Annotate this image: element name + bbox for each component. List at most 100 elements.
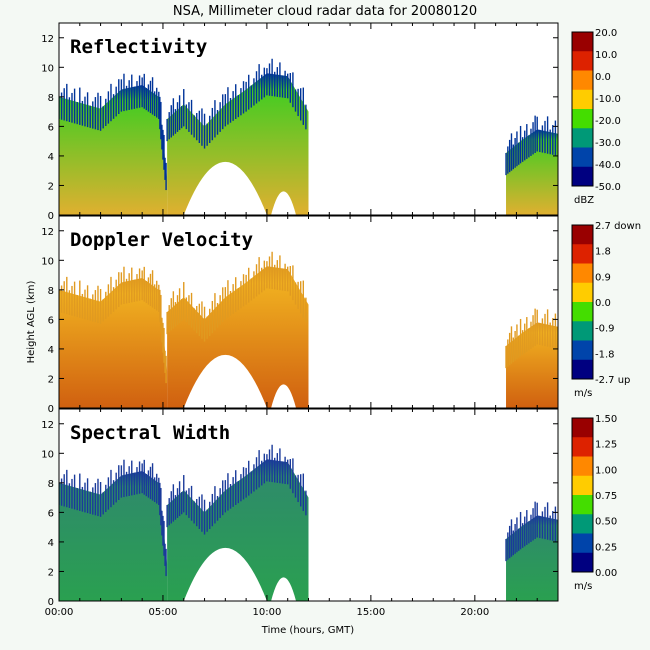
colorbar-tick-label: -2.7 up — [595, 375, 630, 386]
colorbar-swatch — [572, 321, 593, 341]
colorbar-swatch — [572, 32, 593, 52]
panel-title: Doppler Velocity — [70, 229, 253, 251]
y-tick-label: 8 — [48, 479, 54, 490]
y-tick-label: 4 — [48, 538, 54, 549]
chart-title: NSA, Millimeter cloud radar data for 200… — [172, 4, 478, 19]
colorbar-tick-label: 0.25 — [595, 542, 617, 553]
colorbar-tick-label: 20.0 — [595, 28, 617, 39]
y-tick-label: 6 — [48, 508, 54, 519]
gap-center — [183, 547, 267, 601]
colorbar-swatch — [572, 359, 593, 380]
cloud-morning-cloud — [59, 471, 168, 601]
colorbar-tick-label: -0.9 — [595, 324, 615, 335]
colorbar-tick-label: -1.8 — [595, 349, 615, 360]
colorbar-frame — [571, 417, 594, 573]
panel-title: Reflectivity — [70, 36, 207, 58]
colorbar-tick-label: -30.0 — [595, 138, 621, 149]
y-tick-label: 4 — [48, 152, 54, 163]
y-tick-label: 8 — [48, 93, 54, 104]
y-tick-label: 0 — [48, 404, 54, 415]
y-tick-label: 2 — [48, 567, 54, 578]
colorbar-tick-label: 0.75 — [595, 491, 617, 502]
y-tick-label: 2 — [48, 374, 54, 385]
colorbar-unit: dBZ — [574, 195, 594, 206]
colorbar-tick-label: 0.9 — [595, 272, 611, 283]
colorbar-tick-label: 1.25 — [595, 440, 617, 451]
colorbar-swatch — [572, 147, 593, 168]
colorbar-swatch — [572, 263, 593, 284]
cloud-morning-cloud — [59, 278, 168, 408]
colorbar-tick-label: 10.0 — [595, 50, 617, 61]
gap-right — [271, 384, 297, 408]
y-tick-label: 10 — [41, 256, 54, 267]
y-tick-label: 8 — [48, 286, 54, 297]
colorbar-frame — [571, 31, 594, 187]
y-tick-label: 10 — [41, 63, 54, 74]
colorbar-tick-label: 1.00 — [595, 465, 617, 476]
colorbar-swatch — [572, 51, 593, 71]
colorbar-swatch — [572, 552, 593, 573]
colorbar-tick-label: 1.8 — [595, 247, 611, 258]
y-tick-label: 6 — [48, 315, 54, 326]
colorbar-swatch — [572, 89, 593, 110]
y-axis-label: Height AGL (km) — [26, 281, 37, 364]
colorbar-frame — [571, 224, 594, 380]
colorbar-swatch — [572, 456, 593, 477]
colorbar-tick-label: 0.0 — [595, 72, 611, 83]
gap-right — [271, 191, 297, 215]
colorbar-swatch — [572, 225, 593, 245]
y-tick-label: 12 — [41, 227, 54, 238]
colorbar-swatch — [572, 475, 593, 496]
y-tick-label: 10 — [41, 449, 54, 460]
colorbar-swatch — [572, 533, 593, 554]
colorbar-swatch — [572, 70, 593, 91]
x-tick-label: 20:00 — [460, 607, 489, 618]
y-tick-label: 4 — [48, 345, 54, 356]
panel-doppler-velocity: Doppler Velocity 0 2 4 6 8 10 12 2.7 down 1.8 0.9 0… — [41, 215, 641, 415]
colorbar-swatch — [572, 437, 593, 457]
colorbar-tick-label: 0.0 — [595, 298, 611, 309]
x-tick-label: 05:00 — [149, 607, 178, 618]
panel-title: Spectral Width — [70, 422, 230, 444]
gap-center — [183, 354, 267, 408]
colorbar-swatch — [572, 495, 593, 515]
colorbar-swatch — [572, 282, 593, 303]
x-axis-label: Time (hours, GMT) — [261, 625, 355, 636]
panel-reflectivity: Reflectivity 0 2 4 6 8 10 12 20.0 10.0 0.0 -10.0 -20… — [41, 22, 621, 222]
y-tick-label: 2 — [48, 181, 54, 192]
y-tick-label: 6 — [48, 122, 54, 133]
colorbar-tick-label: 2.7 down — [595, 221, 641, 232]
colorbar-swatch — [572, 166, 593, 187]
colorbar-unit: m/s — [574, 581, 592, 592]
colorbar-tick-label: -10.0 — [595, 94, 621, 105]
colorbar-swatch — [572, 109, 593, 129]
colorbar-tick-label: -40.0 — [595, 160, 621, 171]
colorbar-tick-label: 0.00 — [595, 568, 617, 579]
colorbar-tick-label: -20.0 — [595, 116, 621, 127]
colorbar-tick-label: 1.50 — [595, 414, 617, 425]
colorbar-unit: m/s — [574, 388, 592, 399]
colorbar-tick-label: -50.0 — [595, 182, 621, 193]
colorbar-swatch — [572, 302, 593, 322]
colorbar-swatch — [572, 514, 593, 534]
y-tick-label: 0 — [48, 597, 54, 608]
x-tick-label: 00:00 — [45, 607, 74, 618]
x-tick-label: 10:00 — [253, 607, 282, 618]
colorbar-doppler-velocity: 2.7 down 1.8 0.9 0.0 -0.9 -1.8 -2.7 upm/s — [571, 221, 641, 399]
y-tick-label: 12 — [41, 34, 54, 45]
x-tick-label: 15:00 — [356, 607, 385, 618]
gap-right — [271, 577, 297, 601]
colorbar-spectral-width: 1.50 1.25 1.00 0.75 0.50 0.25 0.00m/s — [571, 414, 617, 592]
panel-spectral-width: Spectral Width 0 2 4 6 8 10 12 1.50 1.25 1.00 0.75 0… — [41, 408, 617, 608]
colorbar-swatch — [572, 128, 593, 148]
colorbar-swatch — [572, 340, 593, 361]
y-tick-label: 12 — [41, 420, 54, 431]
gap-center — [183, 161, 267, 215]
colorbar-swatch — [572, 244, 593, 264]
cloud-morning-cloud — [59, 85, 168, 215]
y-tick-label: 0 — [48, 211, 54, 222]
colorbar-tick-label: 0.50 — [595, 517, 617, 528]
colorbar-swatch — [572, 418, 593, 438]
